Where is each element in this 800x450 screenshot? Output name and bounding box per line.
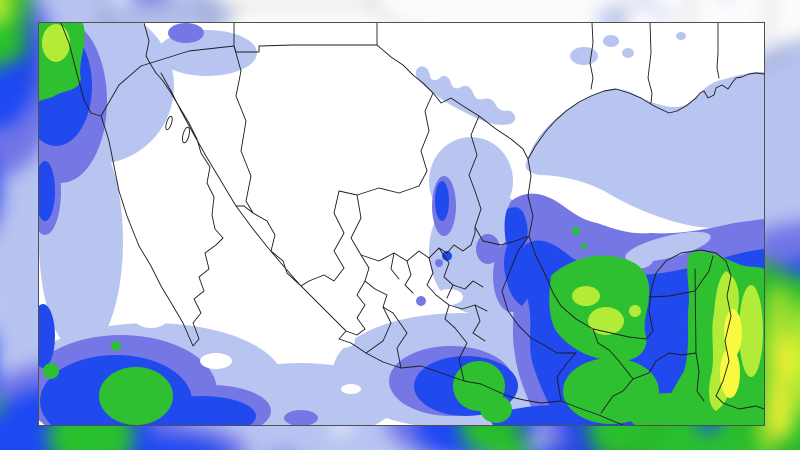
precipitation-map-panel xyxy=(38,22,765,426)
precipitation-map-image xyxy=(39,23,764,425)
